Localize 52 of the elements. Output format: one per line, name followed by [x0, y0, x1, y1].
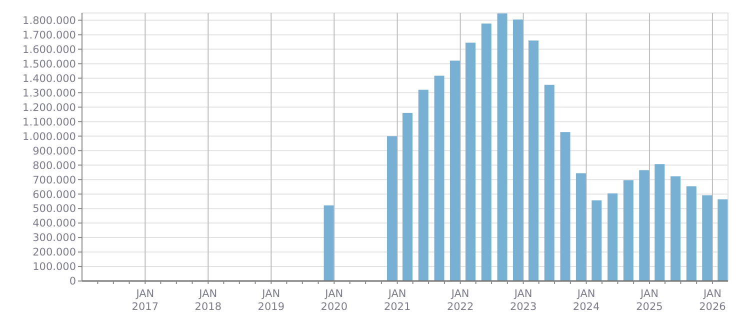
bar — [718, 199, 728, 281]
bar — [544, 84, 554, 281]
bar — [512, 20, 523, 281]
bar — [434, 76, 444, 281]
y-tick-label: 200.000 — [32, 246, 76, 259]
y-tick-label: 700.000 — [32, 174, 76, 186]
bar — [670, 176, 681, 281]
bar — [608, 193, 618, 281]
bar — [465, 42, 476, 281]
y-tick-label: 1.800.000 — [22, 14, 76, 27]
bar — [324, 205, 334, 281]
y-tick-label: 1.600.000 — [22, 44, 76, 56]
y-tick-label: 100.000 — [32, 261, 76, 274]
y-tick-label: 300.000 — [32, 232, 76, 244]
y-tick-label: 1.100.000 — [22, 116, 76, 128]
y-tick-label: 500.000 — [32, 203, 76, 216]
y-tick-label: 400.000 — [32, 218, 76, 230]
bar — [450, 60, 460, 281]
bar — [497, 13, 508, 281]
bar — [402, 112, 413, 281]
bar — [481, 24, 492, 281]
x-tick-label: JAN 2022 — [446, 288, 474, 313]
bar — [686, 186, 696, 281]
y-tick-label: 1.200.000 — [22, 102, 76, 114]
x-tick-label: JAN 2017 — [132, 288, 159, 313]
bar — [560, 132, 570, 281]
y-tick-label: 1.700.000 — [22, 29, 76, 42]
x-tick-label: JAN 2025 — [636, 288, 663, 313]
bar — [418, 90, 428, 281]
bar — [386, 136, 397, 281]
bar — [576, 173, 586, 281]
x-tick-label: JAN 2026 — [699, 288, 726, 313]
bar — [702, 195, 712, 281]
x-tick-label: JAN 2019 — [258, 288, 285, 313]
bar — [654, 164, 665, 281]
x-tick-label: JAN 2024 — [572, 288, 600, 313]
bar — [528, 40, 538, 281]
bar — [623, 180, 634, 281]
x-tick-label: JAN 2021 — [384, 288, 411, 313]
y-tick-label: 1.500.000 — [22, 58, 76, 70]
y-tick-label: 800.000 — [32, 160, 76, 172]
y-tick-label: 1.300.000 — [22, 87, 76, 100]
x-tick-label: JAN 2018 — [194, 288, 222, 313]
x-tick-label: JAN 2020 — [320, 288, 348, 313]
y-tick-label: 900.000 — [32, 145, 76, 158]
y-tick-label: 600.000 — [32, 188, 76, 201]
y-tick-label: 1.000.000 — [22, 130, 76, 143]
bar — [639, 170, 650, 281]
bar — [592, 200, 602, 281]
y-tick-label: 0 — [69, 276, 76, 288]
x-tick-label: JAN 2023 — [510, 288, 537, 313]
y-tick-label: 1.400.000 — [22, 72, 76, 85]
